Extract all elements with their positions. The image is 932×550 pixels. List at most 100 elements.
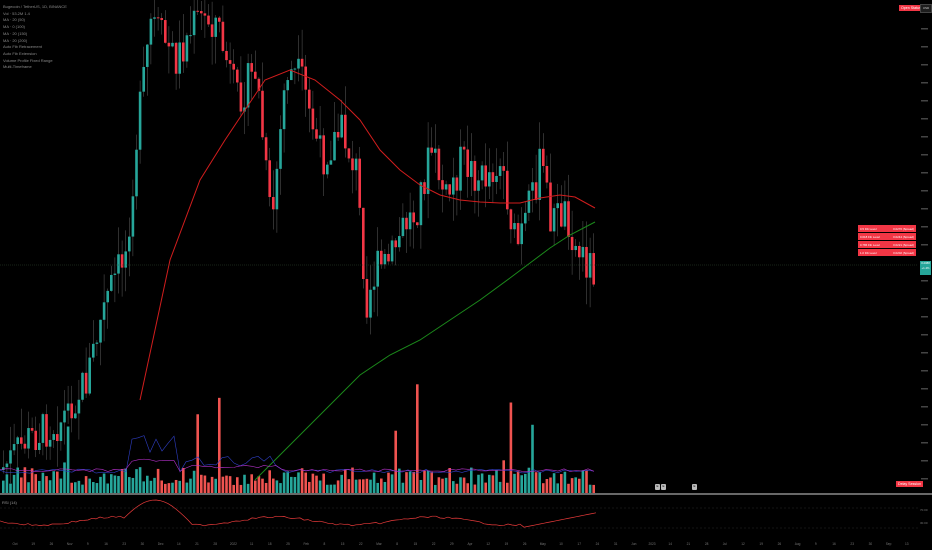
legend-line-fib-ext[interactable]: Auto Fib Extension [3,50,37,56]
volume-bar [200,474,203,493]
volume-bar [228,476,232,493]
price-axis-tick [921,478,928,480]
time-axis-label: 9 [815,542,817,546]
candle-body [506,170,509,210]
legend-line-symbol[interactable]: Bugecoin / TetherUS, 1D, BINANCE [3,4,67,9]
volume-bar [444,477,448,493]
candle-body [574,245,577,251]
open-status-badge[interactable]: Open Status [899,5,923,11]
time-axis-label: Oct [13,542,18,546]
time-axis-label: 15 [341,542,345,546]
volume-bar [516,471,520,493]
candle-body [354,158,358,171]
volume-bar [408,471,412,493]
candle-body [527,190,531,213]
fib-value: 0.0244 (Spread) [893,234,914,239]
volume-bar [20,477,23,493]
delay-session-badge[interactable]: Delay Session [896,481,923,487]
event-marker[interactable]: E [655,484,660,490]
time-axis-label: 26 [523,542,527,546]
volume-bar [290,476,293,493]
volume-bar [394,430,397,493]
volume-bar [495,470,498,493]
event-marker[interactable]: E [661,484,666,490]
fib-label: 0.618 Fib Level [860,234,880,239]
price-axis-tick [921,46,928,48]
time-axis-label: 2023 [648,542,655,546]
legend-line-ma[interactable]: MA · 20 (50) [3,17,26,23]
time-axis-label: 9 [87,542,89,546]
volume-bar [41,472,45,493]
volume-bar [268,470,271,493]
candle-body [99,319,102,343]
time-axis-label: 28 [213,542,217,546]
legend-line-mtf[interactable]: Multi-Timeframe [3,64,32,70]
price-axis-tick [921,280,928,282]
time-axis-label: 11 [250,542,254,546]
volume-bar [473,484,477,493]
volume-bar [560,474,563,493]
current-price-tag[interactable]: 0.2088 +1.4% [920,261,931,275]
volume-bar [38,480,41,493]
volume-bar [365,478,369,493]
volume-bar [390,474,394,493]
time-axis-label: 17 [577,542,581,546]
volume-ma-purple [0,458,595,472]
volume-bar [48,480,52,493]
legend-line-volume[interactable]: Vol · 53.2M 1.4 [3,10,30,16]
volume-bar [16,467,19,493]
candle-body [45,414,48,447]
candle-body [376,250,379,287]
candle-body [365,278,369,318]
volume-bar [362,479,365,493]
moving-averages [139,69,596,481]
volume-bar [84,476,88,493]
candle-body [52,434,55,440]
candle-body [268,160,271,198]
volume-bar [340,474,343,493]
time-axis-label: 8 [324,542,326,546]
candle-body [326,164,329,175]
candle-body [369,289,372,318]
volume-series [2,384,595,493]
volume-bar [142,481,145,493]
candle-body [372,286,376,290]
candle-body [9,450,12,464]
volume-bar [146,475,149,493]
volume-bar [329,484,333,493]
time-axis-label: Feb [303,542,309,546]
candle-body [333,131,336,161]
candle-body [239,82,243,112]
candle-body [56,434,59,442]
time-axis-label: 31 [614,542,618,546]
volume-bar [138,467,142,493]
candle-body [470,161,473,177]
candle-body [545,165,549,183]
candle-body [81,372,84,400]
candle-body [171,42,174,47]
candle-body [452,177,455,195]
volume-bar [124,468,127,493]
time-axis-label: 19 [31,542,35,546]
candle-body [437,148,441,181]
volume-bar [120,469,124,493]
legend-line-ma[interactable]: MA · 0 (100) [3,24,26,30]
volume-bar [239,484,243,493]
legend-line-ma[interactable]: MA · 20 (150) [3,30,28,36]
volume-bar [12,474,16,493]
rsi-label[interactable]: RSI (14) [2,500,17,505]
volume-bar [135,469,138,493]
currency-button[interactable]: USD [920,4,932,13]
price-axis-tick [921,64,928,66]
legend-line-fib[interactable]: Auto Fib Retracement [3,44,42,50]
time-axis[interactable]: Oct 19 26 Nov 9 16 23 30 Dec 14 21 28 2022 11 18 25 Feb 8… [13,542,909,546]
time-axis-label: 23 [122,542,126,546]
event-marker[interactable]: E [692,484,697,490]
candle-body [434,148,437,153]
fib-label: 0.5 Fib Level [860,226,877,231]
price-axis[interactable] [921,10,928,480]
legend-line-vpfr[interactable]: Volume Profile Fixed Range [3,57,53,63]
legend-line-ma[interactable]: MA · 20 (200) [3,37,28,43]
volume-bar [297,472,300,493]
